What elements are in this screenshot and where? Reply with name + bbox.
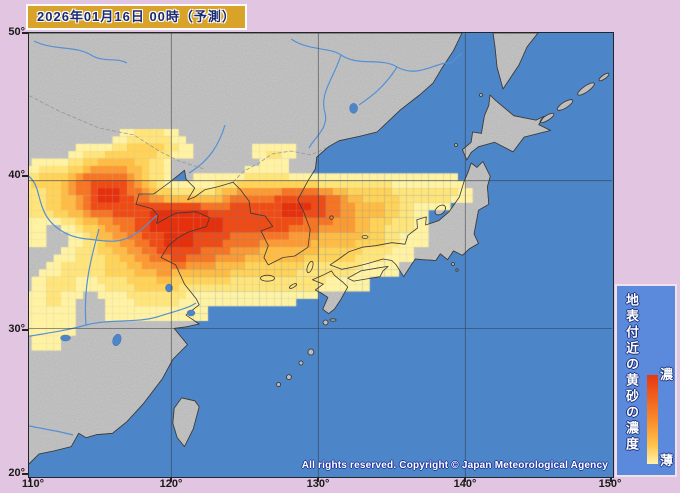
dust-forecast-map: All rights reserved. Copyright © Japan M… [28, 32, 614, 478]
legend-gradient-bar [647, 375, 658, 464]
lon-label-110: 110° [21, 478, 45, 490]
lon-label-140: 140° [453, 478, 477, 490]
copyright-notice: All rights reserved. Copyright © Japan M… [301, 460, 608, 471]
lon-label-150: 150° [598, 478, 622, 490]
legend-label-thin: 薄 [660, 453, 674, 468]
lon-tick [610, 477, 612, 482]
lon-tick [170, 477, 172, 482]
lat-label-30: 30° [8, 323, 25, 335]
legend-label-dense: 濃 [660, 367, 674, 382]
concentration-legend: 地表付近の黄砂の濃度 濃 薄 [615, 284, 677, 477]
lat-tick [22, 473, 28, 475]
lat-label-20: 20° [8, 467, 25, 479]
lon-tick [464, 477, 466, 482]
rivers [29, 38, 463, 436]
lon-label-130: 130° [306, 478, 330, 490]
lakes [60, 103, 358, 347]
lat-label-50: 50° [8, 26, 25, 38]
country-borders [29, 95, 329, 183]
lon-tick [317, 477, 319, 482]
legend-title: 地表付近の黄砂の濃度 [624, 293, 639, 453]
graticule [29, 33, 612, 477]
map-linework-layer [29, 33, 612, 477]
lat-label-40: 40° [8, 169, 25, 181]
forecast-time-badge: 2026年01月16日 00時（予測） [26, 4, 247, 30]
lon-tick [29, 477, 31, 482]
dust-concentration-layer [29, 33, 612, 477]
lat-tick [22, 175, 28, 177]
lat-tick [22, 32, 28, 34]
lon-label-120: 120° [159, 478, 183, 490]
lat-tick [22, 329, 28, 331]
